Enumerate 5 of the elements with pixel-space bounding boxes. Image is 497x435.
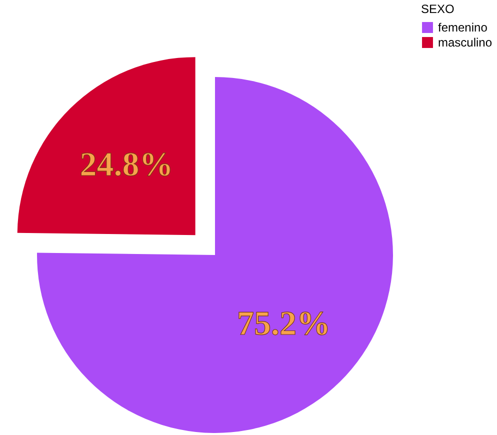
legend-label: femenino [438,20,488,34]
data-label: 75.2% [237,306,331,343]
legend-title: SEXO [421,2,454,16]
data-label: 24.8% [80,146,174,184]
legend-label: masculino [438,36,492,50]
